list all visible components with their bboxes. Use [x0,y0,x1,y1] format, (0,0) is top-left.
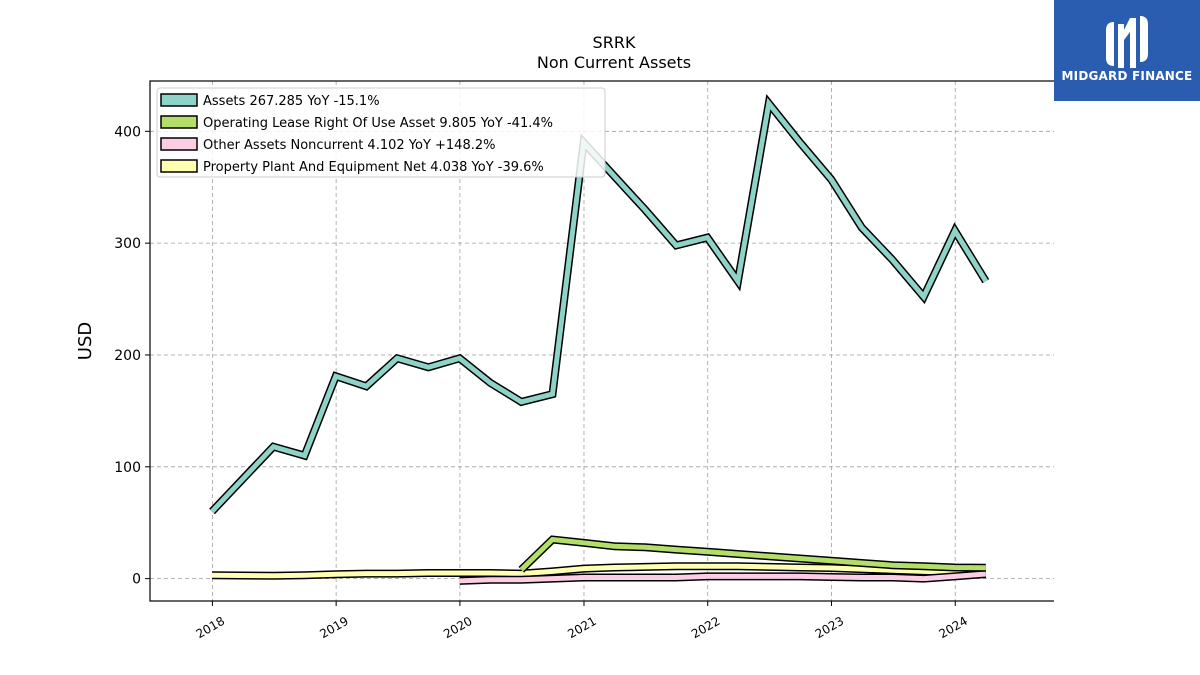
y-tick-label-4: 400 [114,124,141,140]
series-3 [211,562,987,580]
legend-label-2: Other Assets Noncurrent 4.102 YoY +148.2… [203,138,495,153]
y-tick-label-1: 100 [114,460,141,476]
chart: SRRK Non Current Assets 0 100 200 300 400 20… [75,33,1054,641]
midgard-finance-logo: MIDGARD FINANCE [1054,0,1200,101]
y-axis-label: USD [75,322,96,360]
x-tick-label-1: 2019 [317,614,350,641]
legend-swatch-0 [160,93,198,107]
series-3-line [211,563,986,579]
chart-subtitle: Non Current Assets [537,53,691,72]
logo-text: MIDGARD FINANCE [1061,69,1193,83]
y-axis: 0 100 200 300 400 [114,124,150,588]
x-tick-label-2: 2020 [441,614,474,641]
legend-swatch-1 [160,115,198,129]
legend-label-3: Property Plant And Equipment Net 4.038 Y… [203,160,544,175]
series-1-line [519,536,986,572]
y-tick-label-2: 200 [114,348,141,364]
x-axis: 2018 2019 2020 2021 2022 2023 2024 [194,601,970,641]
series-layer [209,93,990,585]
x-tick-label-5: 2023 [813,614,846,641]
x-tick-label-4: 2022 [689,614,722,641]
plot-frame [149,80,1054,602]
midgard-logo-icon [1106,16,1148,68]
x-tick-label-3: 2021 [565,614,598,641]
legend-label-0: Assets 267.285 YoY -15.1% [203,94,380,109]
legend-label-1: Operating Lease Right Of Use Asset 9.805… [203,116,553,131]
series-1 [518,535,986,573]
y-tick-label-0: 0 [132,572,141,588]
legend-swatch-3 [160,159,198,173]
legend-swatch-2 [160,137,198,151]
series-2-line [459,571,986,584]
series-0 [209,93,990,515]
x-tick-label-6: 2024 [937,614,970,641]
y-tick-label-3: 300 [114,236,141,252]
legend-box [156,87,606,178]
series-0-line [210,97,988,514]
x-tick-label-0: 2018 [194,614,227,641]
chart-title: SRRK [593,33,636,52]
legend: Assets 267.285 YoY -15.1% Operating Lease… [156,87,606,178]
series-2 [459,570,987,585]
